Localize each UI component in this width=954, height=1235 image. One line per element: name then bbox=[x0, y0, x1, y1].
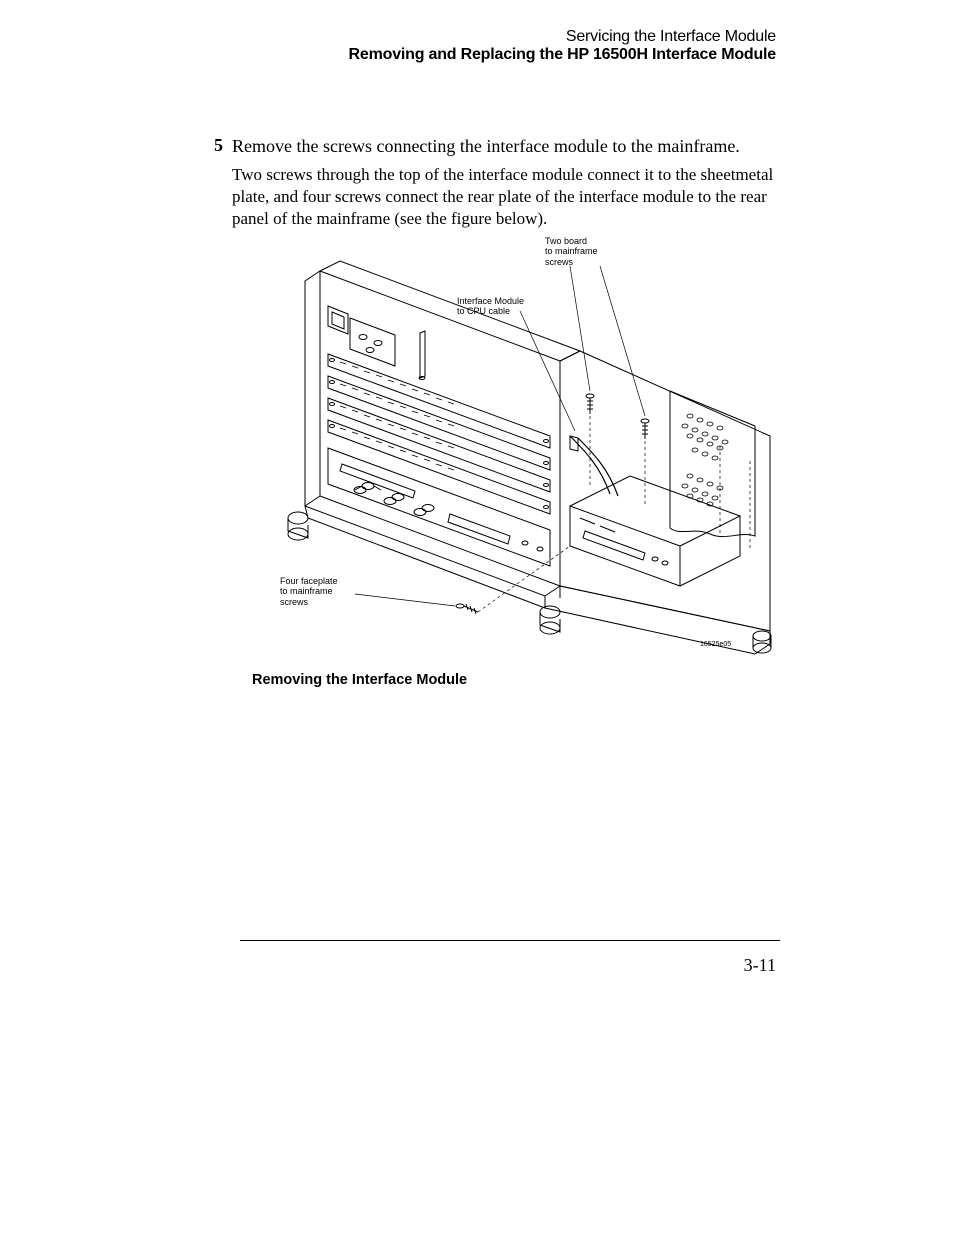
section-title: Removing and Replacing the HP 16500H Int… bbox=[349, 46, 776, 64]
footer-rule bbox=[240, 940, 780, 941]
page-header: Servicing the Interface Module Removing … bbox=[349, 28, 776, 64]
callout-faceplate-screws: Four faceplateto mainframescrews bbox=[280, 576, 338, 607]
figure-caption: Removing the Interface Module bbox=[252, 672, 467, 688]
page-number: 3-11 bbox=[744, 955, 776, 976]
callout-top-screws: Two boardto mainframescrews bbox=[545, 236, 598, 267]
step-number: 5 bbox=[214, 135, 223, 156]
chapter-title: Servicing the Interface Module bbox=[349, 28, 776, 46]
step-block: 5 Remove the screws connecting the inter… bbox=[232, 135, 778, 230]
page: Servicing the Interface Module Removing … bbox=[0, 0, 954, 1235]
step-title: Remove the screws connecting the interfa… bbox=[232, 135, 778, 158]
step-body: Two screws through the top of the interf… bbox=[232, 164, 778, 230]
callout-cpu-cable: Interface Moduleto CPU cable bbox=[457, 296, 524, 317]
figure-diagram: Two boardto mainframescrews Interface Mo… bbox=[250, 236, 780, 656]
figure-id: 16525e05 bbox=[700, 641, 731, 649]
